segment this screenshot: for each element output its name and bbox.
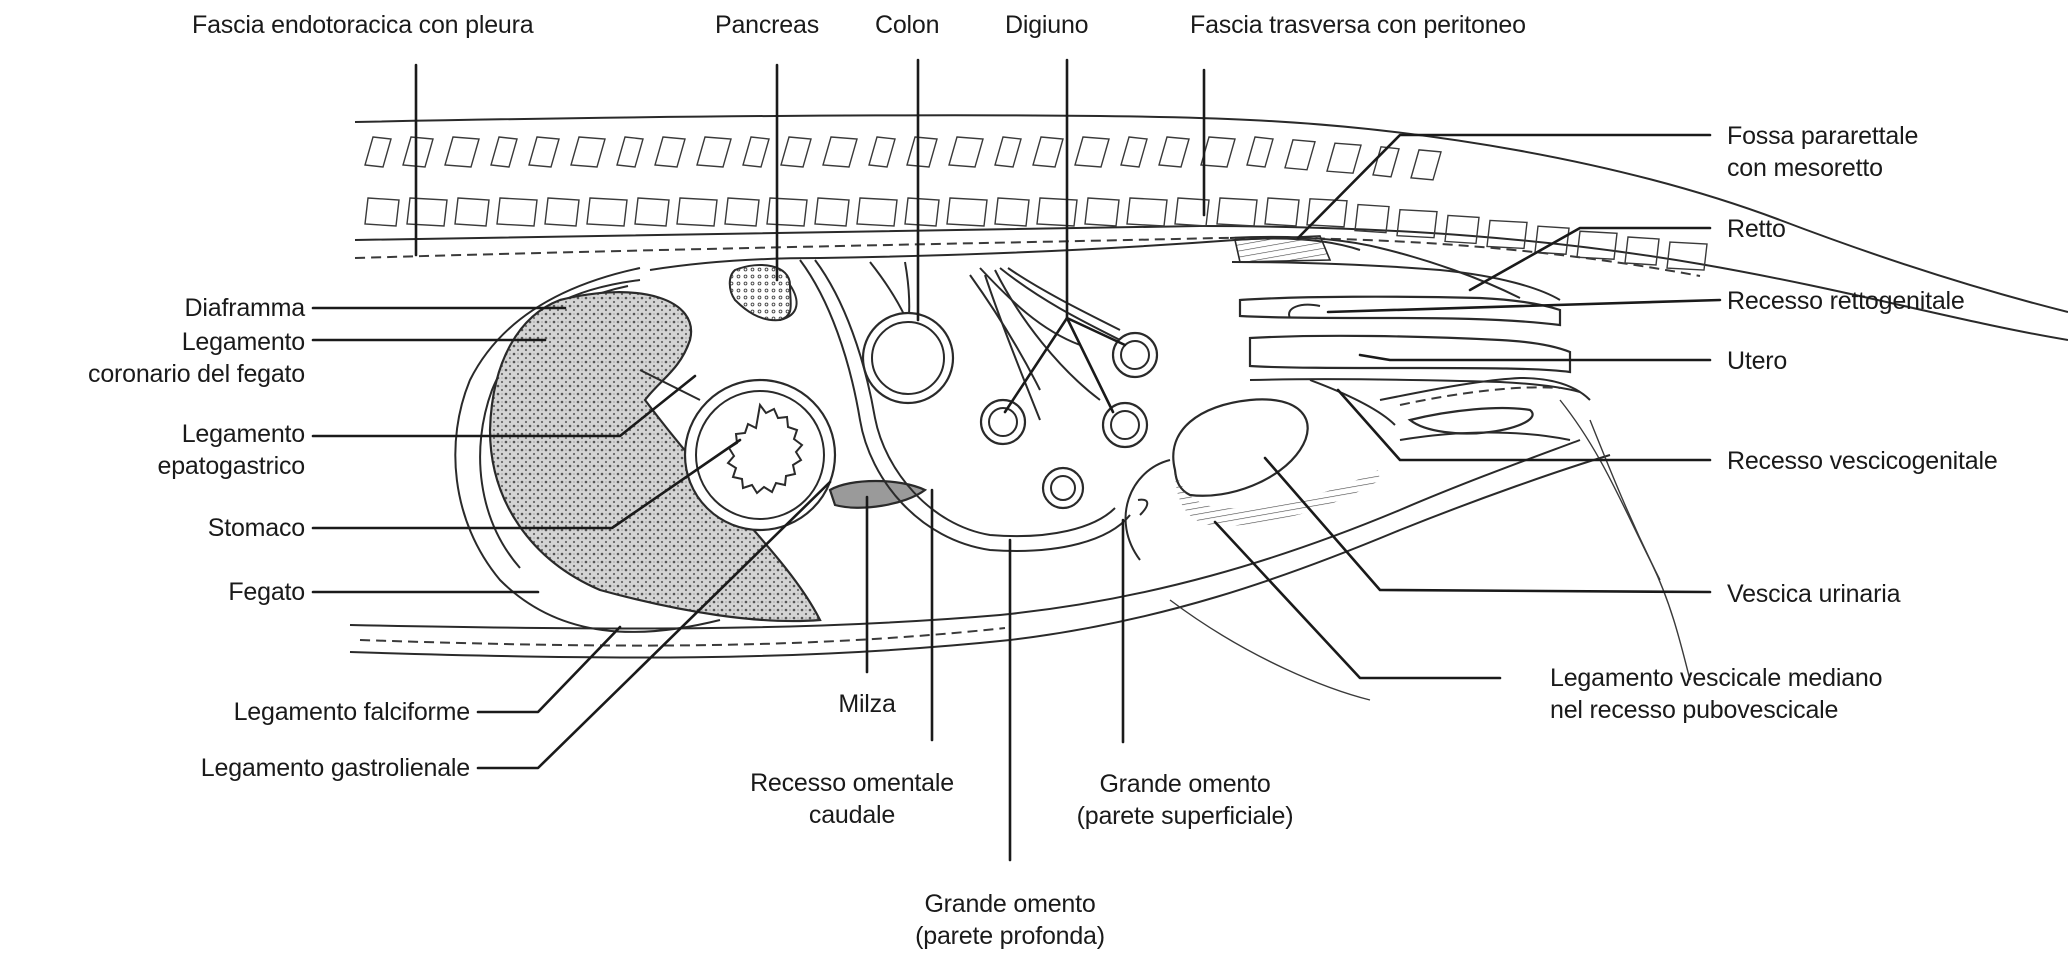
- liver: [488, 291, 822, 623]
- label-fascia-endotoracica: Fascia endotoracica con pleura: [192, 11, 534, 39]
- label-digiuno: Digiuno: [1005, 11, 1089, 39]
- label-milza: Milza: [838, 690, 896, 718]
- label-diaframma: Diaframma: [184, 294, 306, 322]
- leader-lines: [311, 58, 1722, 862]
- label-pancreas: Pancreas: [715, 11, 820, 39]
- label-legamento-vescicale: Legamento vescicale mediano nel recesso …: [1550, 664, 1883, 724]
- mesentery: [799, 259, 1171, 561]
- label-grande-omento-profonda: Grande omento (parete profonda): [915, 890, 1105, 950]
- label-fegato: Fegato: [228, 578, 305, 606]
- urinary-bladder: [1172, 398, 1380, 526]
- label-recesso-omentale: Recesso omentale caudale: [750, 769, 954, 829]
- label-fascia-trasversa: Fascia trasversa con peritoneo: [1190, 11, 1526, 39]
- label-legamento-falciforme: Legamento falciforme: [233, 698, 471, 726]
- hepatogastric-ligament: [639, 369, 701, 401]
- label-legamento-epatogastrico: Legamento epatogastrico: [157, 420, 306, 480]
- label-vescica-urinaria: Vescica urinaria: [1727, 580, 1901, 608]
- label-colon: Colon: [875, 11, 940, 39]
- jejunum-loops: [979, 331, 1159, 510]
- label-legamento-gastrolienale: Legamento gastrolienale: [200, 754, 470, 782]
- stomach: [683, 378, 837, 532]
- label-recesso-rettogenitale: Recesso rettogenitale: [1727, 287, 1965, 315]
- label-stomaco: Stomaco: [207, 514, 305, 542]
- pancreas: [728, 264, 792, 322]
- label-grande-omento-superficiale: Grande omento (parete superficiale): [1076, 770, 1294, 830]
- label-utero: Utero: [1727, 347, 1788, 375]
- colon: [861, 261, 955, 405]
- label-fossa-pararettale: Fossa pararettale con mesoretto: [1727, 122, 1919, 182]
- pelvic-organs: [1229, 235, 1591, 441]
- label-retto: Retto: [1727, 215, 1786, 243]
- spleen: [828, 479, 928, 509]
- label-legamento-coronario: Legamento coronario del fegato: [88, 328, 305, 388]
- label-recesso-vescicogenitale: Recesso vescicogenitale: [1727, 447, 1998, 475]
- ventral-abdominal-wall: [349, 399, 1691, 701]
